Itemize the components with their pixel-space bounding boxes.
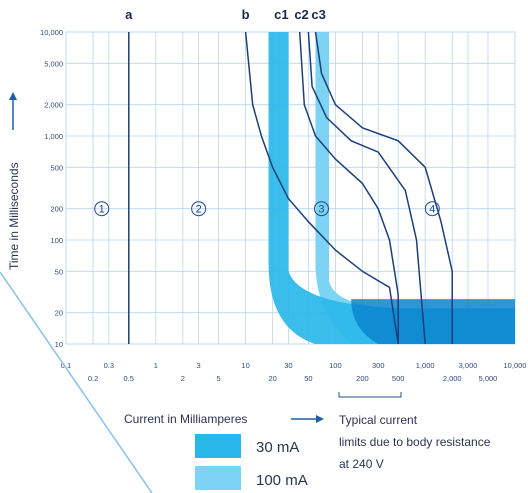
curve-label-c1: c1 xyxy=(274,7,288,22)
y-tick-label: 20 xyxy=(55,309,63,318)
y-tick-label: 10,000 xyxy=(40,28,63,37)
x-tick-label: 300 xyxy=(372,361,385,370)
zone-label-4: 4 xyxy=(429,204,435,216)
x-tick-label: 0.2 xyxy=(88,374,98,383)
x-tick-label: 3 xyxy=(197,361,201,370)
annotation-line-3: at 240 V xyxy=(339,457,384,471)
x-tick-label: 5,000 xyxy=(479,374,498,383)
y-axis-arrowhead xyxy=(9,92,17,100)
x-tick-label: 0.5 xyxy=(124,374,134,383)
x-tick-label: 500 xyxy=(392,374,405,383)
x-axis-title: Current in Milliamperes xyxy=(124,412,247,426)
y-axis-title: Time in Milliseconds xyxy=(7,162,21,270)
y-tick-label: 200 xyxy=(50,205,63,214)
legend-swatch-30ma xyxy=(195,434,241,458)
y-tick-label: 100 xyxy=(50,236,63,245)
x-tick-label: 2,000 xyxy=(443,374,462,383)
x-tick-label: 100 xyxy=(329,361,342,370)
curve-label-b: b xyxy=(242,7,250,22)
annotation-line-1: Typical current xyxy=(339,413,418,427)
curve-label-a: a xyxy=(125,7,133,22)
x-tick-label: 5 xyxy=(216,374,220,383)
y-tick-label: 500 xyxy=(50,163,63,172)
zone-label-3: 3 xyxy=(318,204,324,216)
x-tick-label: 10 xyxy=(241,361,249,370)
band-overlap xyxy=(351,299,515,344)
legend-swatch-100ma xyxy=(195,466,241,490)
legend-label-100ma: 100 mA xyxy=(256,472,308,489)
x-tick-label: 20 xyxy=(268,374,276,383)
curve-label-c3: c3 xyxy=(311,7,325,22)
x-tick-label: 0.3 xyxy=(104,361,114,370)
x-tick-label: 10,000 xyxy=(504,361,527,370)
resistance-bracket xyxy=(339,392,401,397)
y-tick-label: 50 xyxy=(55,267,63,276)
y-tick-label: 1,000 xyxy=(44,132,63,141)
x-tick-label: 2 xyxy=(181,374,185,383)
y-tick-label: 10 xyxy=(55,340,63,349)
x-tick-label: 1,000 xyxy=(416,361,435,370)
zone-label-1: 1 xyxy=(99,204,105,216)
x-tick-label: 3,000 xyxy=(459,361,478,370)
y-tick-label: 5,000 xyxy=(44,59,63,68)
x-tick-label: 50 xyxy=(304,374,312,383)
x-tick-label: 1 xyxy=(154,361,158,370)
legend-label-30ma: 30 mA xyxy=(256,439,299,456)
x-axis-arrowhead xyxy=(316,415,324,423)
curve-labels: a b c1 c2 c3 xyxy=(125,7,326,22)
x-tick-label: 30 xyxy=(284,361,292,370)
curve-label-c2: c2 xyxy=(294,7,308,22)
zone-label-2: 2 xyxy=(196,204,202,216)
x-tick-label: 200 xyxy=(356,374,369,383)
y-tick-label: 2,000 xyxy=(44,101,63,110)
band-100ma xyxy=(315,32,515,344)
annotation-line-2: limits due to body resistance xyxy=(339,435,491,449)
